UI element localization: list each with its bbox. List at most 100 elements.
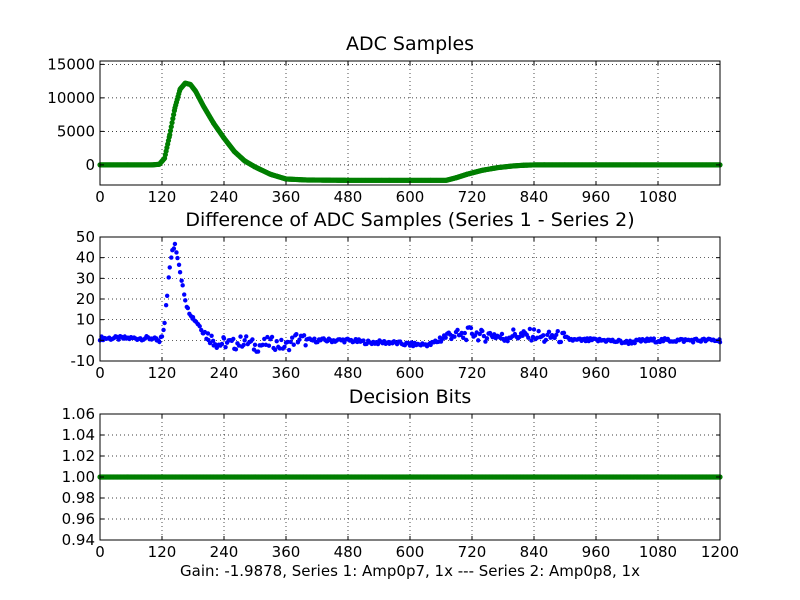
- data-point: [209, 333, 214, 338]
- chart-panel-2: Difference of ADC Samples (Series 1 - Se…: [71, 209, 723, 382]
- data-point: [162, 320, 167, 326]
- x-tick-label: 840: [520, 543, 549, 561]
- data-point: [536, 328, 541, 334]
- x-tick-label: 360: [272, 188, 301, 206]
- x-tick-label: 720: [458, 543, 487, 561]
- data-point: [167, 132, 173, 138]
- data-point: [476, 338, 481, 343]
- data-point: [477, 331, 482, 337]
- data-point: [179, 278, 184, 283]
- data-point: [312, 336, 317, 341]
- data-point: [527, 326, 533, 332]
- data-point: [161, 327, 166, 333]
- data-point: [481, 333, 487, 339]
- data-point: [221, 336, 227, 341]
- data-series: [97, 241, 723, 354]
- data-point: [277, 346, 282, 351]
- data-point: [301, 333, 307, 338]
- x-tick-label: 240: [210, 188, 239, 206]
- data-point: [555, 328, 560, 334]
- x-tick-label: 840: [520, 364, 549, 382]
- data-point: [651, 336, 657, 341]
- x-tick-label: 960: [582, 364, 611, 382]
- data-point: [174, 250, 179, 255]
- y-tick-label: 10: [76, 311, 95, 329]
- data-point: [462, 330, 467, 336]
- x-tick-label: 1080: [639, 188, 677, 206]
- y-tick-label: 0.96: [62, 510, 95, 528]
- data-point: [561, 330, 567, 336]
- data-point: [171, 246, 177, 251]
- x-tick-label: 1080: [639, 364, 677, 382]
- x-tick-label: 960: [582, 188, 611, 206]
- y-axis: 0.94 0.96 0.98 1.00 1.02 1.04 1.06: [62, 405, 720, 549]
- data-point: [176, 262, 182, 268]
- y-tick-label: 10000: [47, 89, 95, 107]
- data-point: [169, 120, 175, 126]
- data-point: [175, 255, 180, 261]
- data-point: [546, 329, 552, 335]
- x-tick-label: 960: [582, 543, 611, 561]
- data-point: [554, 332, 559, 338]
- data-point: [166, 275, 171, 280]
- y-tick-label: 0.98: [62, 489, 95, 507]
- y-tick-label: 5000: [57, 122, 95, 140]
- y-tick-label: 1.02: [62, 447, 95, 465]
- data-point: [182, 292, 187, 297]
- data-point: [210, 338, 216, 343]
- data-point: [505, 338, 510, 344]
- data-point: [168, 124, 174, 130]
- x-tick-label: 120: [148, 364, 177, 382]
- x-tick-label: 120: [148, 543, 177, 561]
- data-series: [97, 474, 723, 480]
- x-tick-label: 1200: [701, 543, 739, 561]
- data-point: [185, 305, 191, 311]
- data-point: [167, 265, 172, 270]
- x-tick-label: 480: [334, 188, 363, 206]
- y-tick-label: 30: [76, 269, 95, 287]
- data-point: [163, 303, 169, 308]
- x-tick-label: 360: [272, 364, 301, 382]
- data-point: [468, 325, 474, 331]
- data-point: [260, 342, 265, 348]
- data-point: [207, 340, 213, 346]
- y-tick-label: 50: [76, 228, 95, 246]
- data-point: [461, 335, 466, 341]
- x-tick-label: 360: [272, 543, 301, 561]
- data-point: [541, 333, 546, 338]
- data-point: [172, 241, 178, 247]
- data-point: [238, 334, 243, 339]
- data-point: [452, 334, 457, 339]
- data-point: [170, 116, 176, 122]
- data-point: [171, 112, 177, 118]
- data-point: [231, 336, 236, 342]
- y-tick-label: 0: [85, 331, 95, 349]
- x-tick-label: 720: [458, 188, 487, 206]
- y-tick-label: 1.04: [62, 426, 95, 444]
- data-point: [480, 328, 485, 334]
- data-point: [529, 338, 534, 343]
- x-tick-label: 0: [95, 188, 105, 206]
- data-point: [177, 270, 183, 275]
- data-point: [180, 283, 185, 288]
- x-tick-label: 720: [458, 364, 487, 382]
- data-point: [205, 331, 211, 336]
- y-tick-label: -10: [71, 352, 96, 370]
- chart-panel-3: Decision Bits 0 120 240 360 480 600 720 840 960 10…: [62, 386, 740, 561]
- plots: ADC Samples 0 120 240 360 480 600 720 840 960 1080…: [47, 33, 739, 561]
- y-tick-label: 15000: [47, 55, 95, 73]
- data-point: [164, 293, 170, 298]
- data-point: [197, 324, 202, 329]
- x-tick-label: 240: [210, 543, 239, 561]
- data-point: [274, 338, 279, 344]
- y-tick-label: 1.00: [62, 468, 95, 486]
- data-point: [288, 339, 293, 345]
- y-axis: 0 5000 10000 15000: [47, 55, 720, 174]
- x-tick-label: 600: [396, 364, 425, 382]
- data-point: [361, 338, 366, 343]
- y-tick-label: 1.06: [62, 405, 95, 423]
- data-point: [242, 338, 247, 343]
- x-tick-label: 840: [520, 188, 549, 206]
- data-point: [159, 334, 165, 339]
